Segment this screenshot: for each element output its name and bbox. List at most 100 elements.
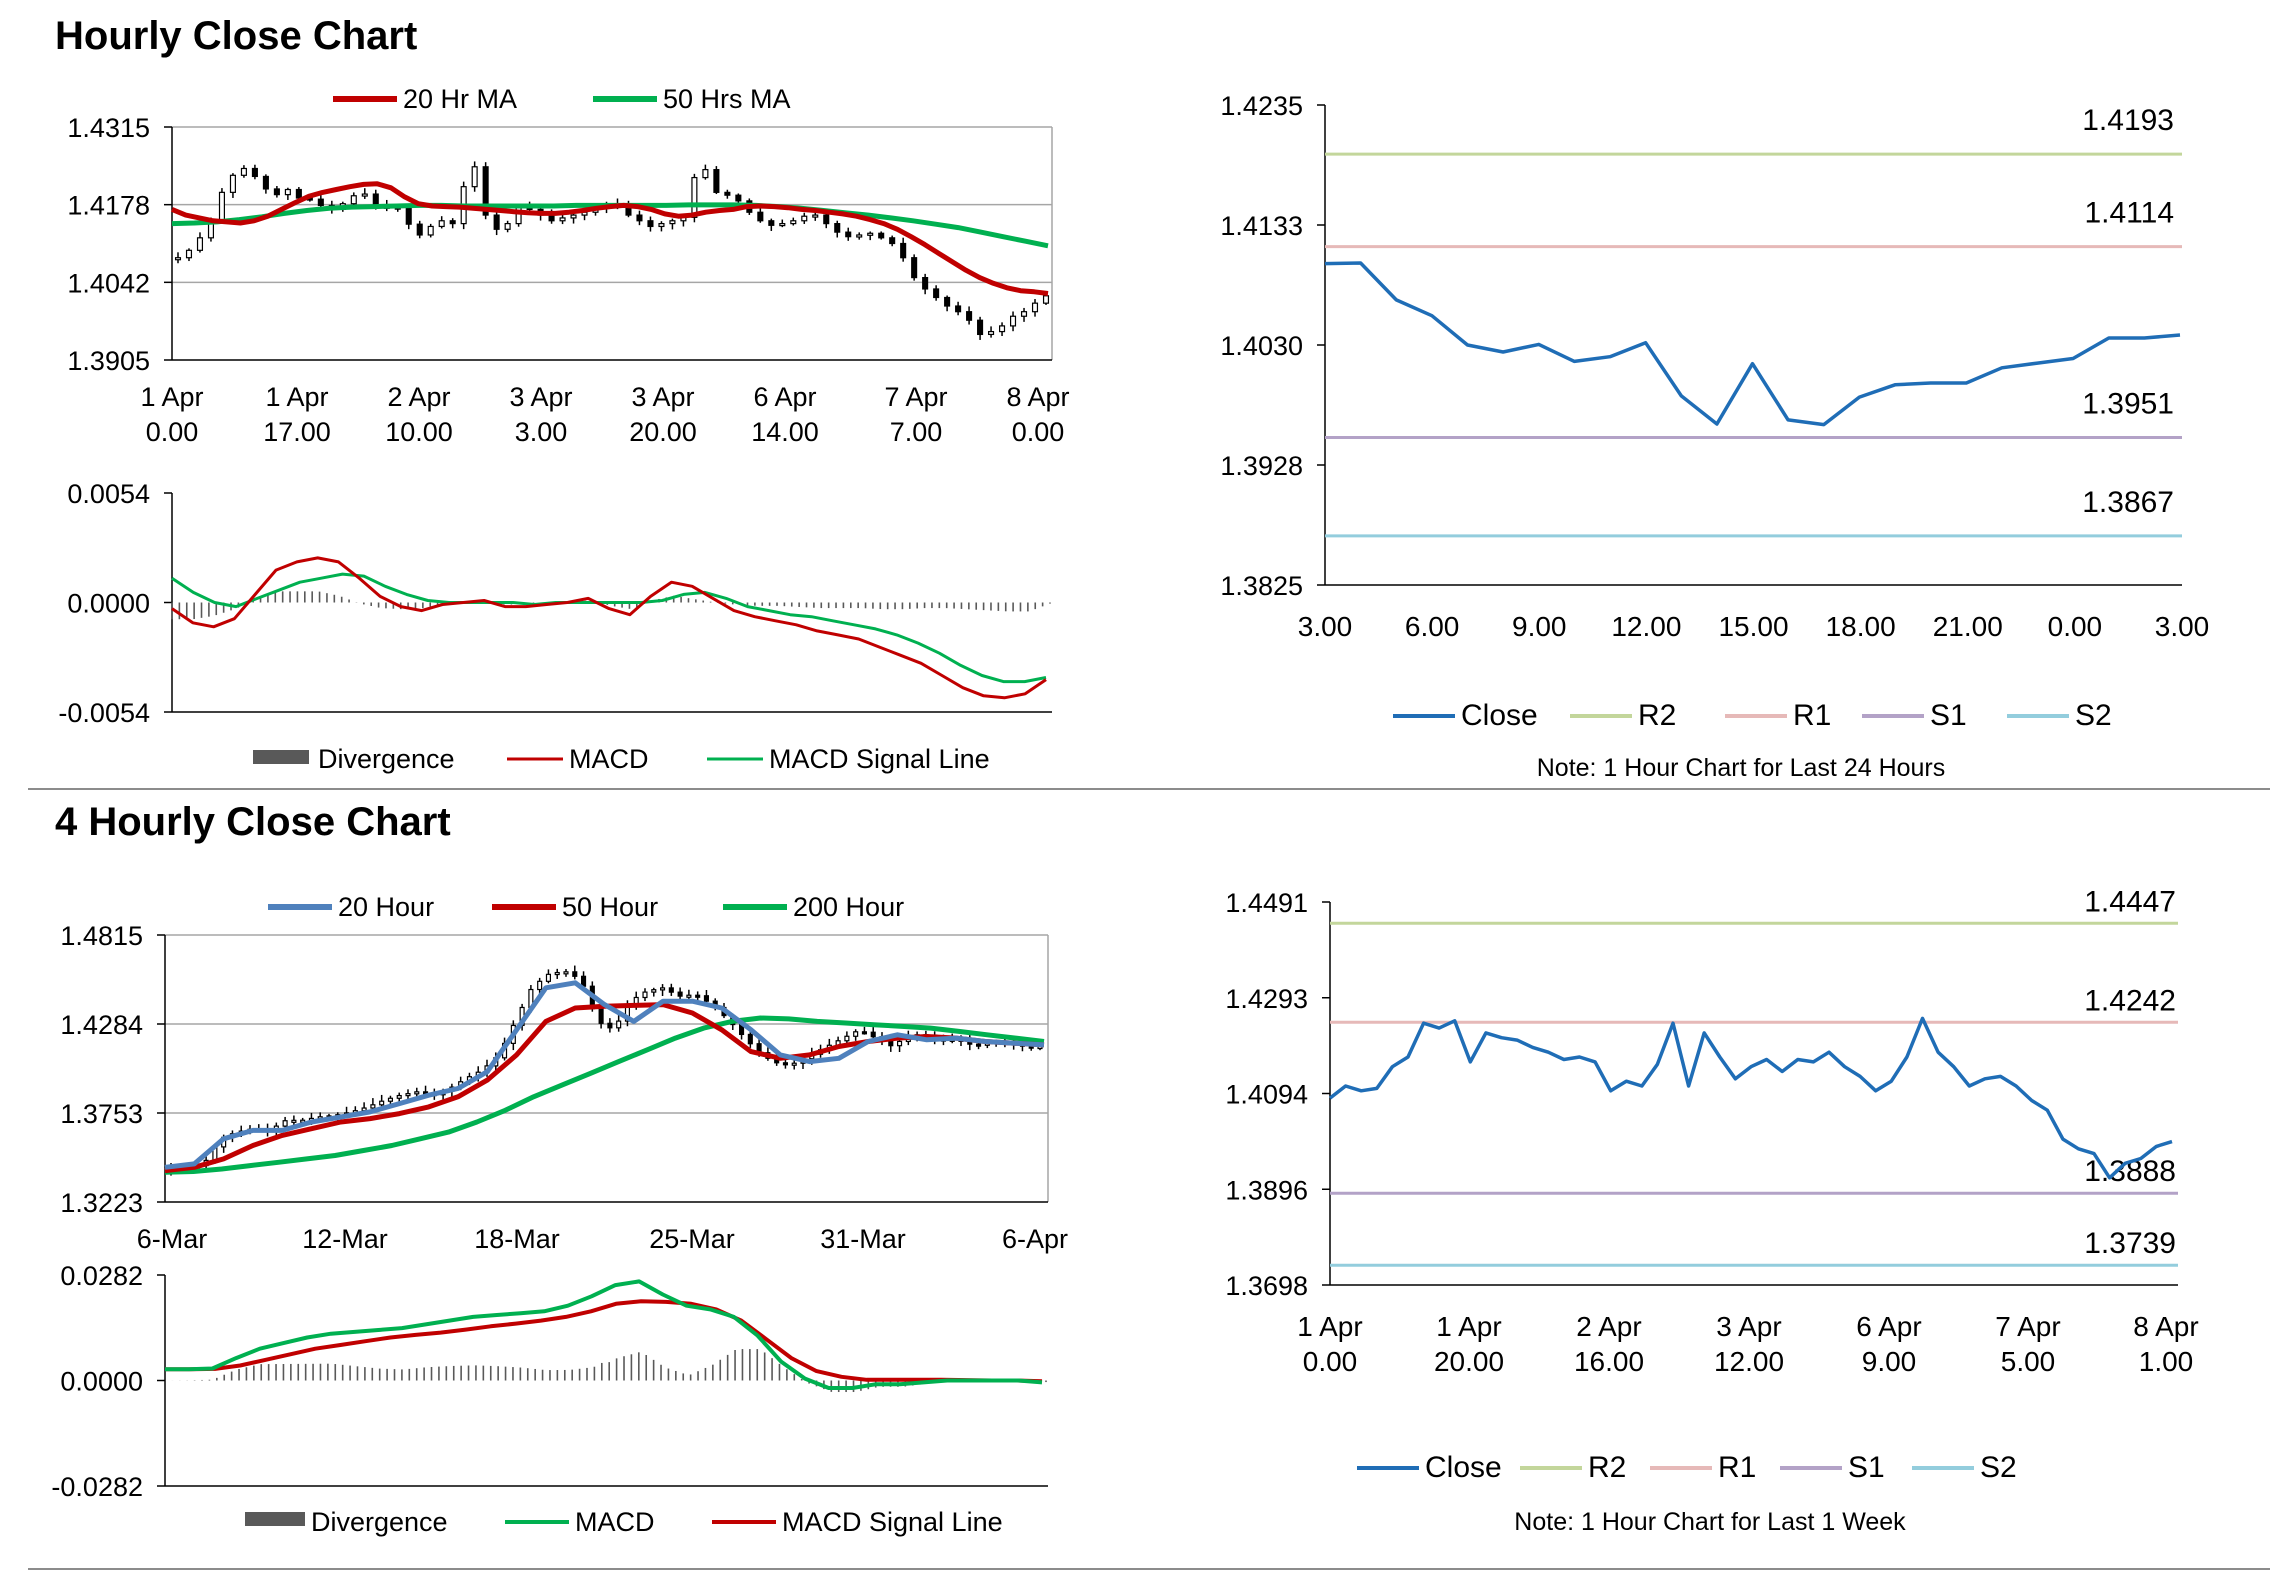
candle <box>616 1014 622 1032</box>
x-tick-label: 3.00 <box>1298 611 1353 642</box>
candle-body <box>282 1120 288 1127</box>
candle-body <box>185 249 193 259</box>
candle <box>572 965 578 980</box>
candle-body <box>251 167 258 178</box>
legend-20h: 20 Hour <box>268 892 434 922</box>
four-hourly-candles <box>168 965 1043 1176</box>
y-tick-label: 1.3928 <box>1220 451 1303 481</box>
level-label-r1: 1.4242 <box>2084 984 2176 1017</box>
legend-label: 50 Hrs MA <box>663 84 791 114</box>
level-label-r2: 1.4447 <box>2084 885 2176 918</box>
candle <box>861 1026 867 1035</box>
candle-body <box>823 214 830 225</box>
candle-body <box>702 169 709 179</box>
legend-ma50: 50 Hrs MA <box>593 84 791 114</box>
candle-body <box>853 1031 859 1037</box>
candle-body <box>966 311 973 321</box>
candle <box>966 306 973 325</box>
x-tick-label-time: 5.00 <box>2001 1346 2056 1377</box>
four-hourly-macd-line <box>165 1279 1043 1390</box>
y-tick-label: 0.0054 <box>67 479 150 509</box>
x-tick-label: 9.00 <box>1512 611 1567 642</box>
candle-body <box>548 214 555 222</box>
y-tick-label: -0.0054 <box>58 698 150 728</box>
hourly-signal-line <box>171 572 1047 684</box>
candle-body <box>747 1033 753 1045</box>
candle-body <box>691 176 698 218</box>
candle <box>229 173 236 198</box>
candle <box>779 219 786 228</box>
y-tick-label: 0.0282 <box>60 1261 143 1291</box>
candle-body <box>933 288 940 299</box>
candle <box>504 220 511 233</box>
candle-body <box>414 1091 420 1095</box>
candle-body <box>695 994 701 998</box>
candle <box>554 968 560 979</box>
candle-body <box>581 975 587 987</box>
candle <box>988 326 995 338</box>
candle <box>853 1029 859 1041</box>
candle-body <box>944 296 951 307</box>
four-hourly-macd-frame: 0.0282 0.0000 -0.0282 <box>51 1261 1048 1502</box>
candle <box>686 989 692 1000</box>
x-tick-label-date: 6 Apr <box>753 382 816 412</box>
legend-s2-week: S2 <box>1912 1451 2017 1484</box>
candle <box>724 189 731 199</box>
candle-body <box>922 276 929 290</box>
section-divider <box>28 788 2270 790</box>
candle-body <box>768 220 775 226</box>
candle-body <box>897 1040 903 1047</box>
candle <box>642 988 648 1002</box>
candle-body <box>703 995 709 1002</box>
x-tick-label-time: 0.00 <box>1303 1346 1358 1377</box>
candle-body <box>482 166 489 216</box>
legend-r2: R2 <box>1570 699 1676 732</box>
candle-body <box>229 174 236 193</box>
candle-body <box>545 973 551 982</box>
ma20-line <box>171 181 1049 296</box>
candle-body <box>1009 315 1017 327</box>
candle-body <box>889 237 896 245</box>
hourly-divergence-bars <box>171 591 1051 620</box>
level-label-r2: 1.4193 <box>2082 104 2174 137</box>
y-tick-label: 1.4284 <box>60 1010 143 1040</box>
candle <box>867 231 874 241</box>
x-tick-label-date: 1 Apr <box>1297 1311 1362 1342</box>
candle <box>405 1089 411 1101</box>
hourly-section-title: Hourly Close Chart <box>55 14 418 58</box>
x-tick-label-date: 7 Apr <box>884 382 947 412</box>
x-tick-label: 21.00 <box>1933 611 2003 642</box>
candle-body <box>174 257 182 261</box>
candle <box>897 1038 903 1052</box>
candle <box>702 164 709 180</box>
x-tick-label-time: 3.00 <box>515 417 568 447</box>
legend-label: MACD <box>575 1507 655 1537</box>
candle-body <box>686 994 692 998</box>
candle-body <box>791 1062 797 1066</box>
candle-body <box>856 234 863 238</box>
candle <box>570 213 577 224</box>
candle-body <box>999 325 1006 333</box>
candle <box>361 188 368 199</box>
legend-macd: MACD <box>507 744 649 774</box>
candle-body <box>660 987 666 991</box>
x-tick-label-time: 12.00 <box>1714 1346 1784 1377</box>
x-tick-label-date: 1 Apr <box>1436 1311 1501 1342</box>
candle <box>1031 299 1039 317</box>
candle <box>660 984 666 996</box>
legend-s1: S1 <box>1862 699 1967 732</box>
candle-body <box>757 211 764 222</box>
candle <box>317 195 324 209</box>
legend-ma20: 20 Hr MA <box>333 84 517 114</box>
candle-body <box>782 1062 788 1066</box>
x-tick-label: 6.00 <box>1405 611 1460 642</box>
y-tick-label: 1.4815 <box>60 921 143 951</box>
candle-body <box>616 1020 622 1029</box>
candle-body <box>724 191 731 196</box>
candle-body <box>867 232 874 236</box>
legend-r2-week: R2 <box>1520 1451 1626 1484</box>
candle <box>834 220 841 238</box>
level-label-s2: 1.3739 <box>2084 1227 2176 1260</box>
close-line-24h <box>1324 261 2181 427</box>
